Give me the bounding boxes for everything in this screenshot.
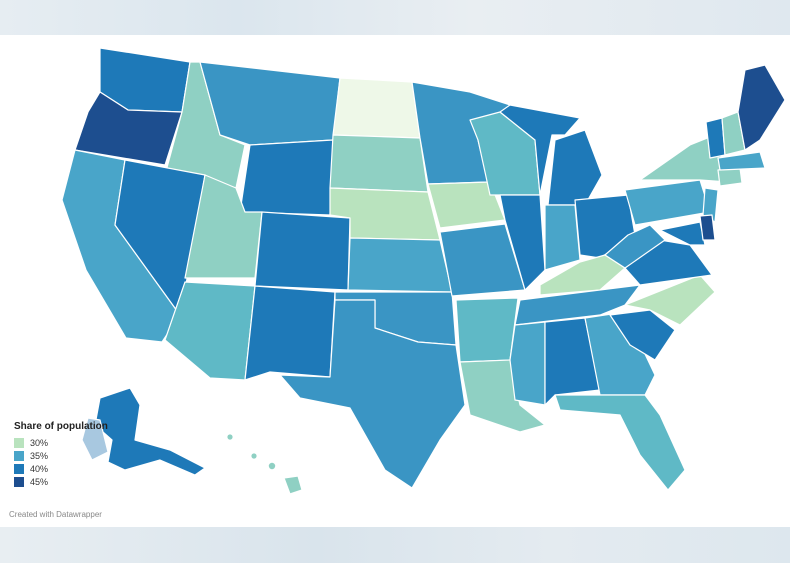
state-delaware[interactable] (699, 214, 716, 241)
legend-swatch-35 (14, 450, 24, 461)
state-south-carolina[interactable] (609, 309, 676, 361)
state-new-mexico[interactable] (244, 285, 336, 381)
state-kansas[interactable] (347, 237, 453, 293)
legend-label: 30% (30, 437, 49, 448)
state-oregon[interactable] (74, 91, 183, 166)
state-arkansas[interactable] (455, 297, 519, 363)
state-maryland[interactable] (659, 221, 706, 246)
state-wyoming[interactable] (239, 139, 334, 216)
state-hawaii-maui[interactable] (268, 462, 276, 470)
state-hawaii-oahu[interactable] (251, 453, 257, 459)
bottom-background-band (0, 527, 790, 563)
legend-swatch-40 (14, 463, 24, 474)
legend-item: 35% (14, 449, 108, 462)
state-michigan[interactable] (499, 104, 603, 206)
state-tennessee[interactable] (514, 284, 641, 326)
legend-label: 35% (30, 450, 49, 461)
state-massachusetts[interactable] (717, 151, 766, 171)
state-north-dakota[interactable] (332, 77, 421, 139)
state-alabama[interactable] (544, 317, 601, 406)
legend-item: 30% (14, 436, 108, 449)
legend-label: 45% (30, 476, 49, 487)
datawrapper-credit[interactable]: Created with Datawrapper (9, 510, 102, 519)
state-maine[interactable] (737, 64, 786, 151)
state-alaska[interactable] (94, 387, 206, 476)
state-florida[interactable] (554, 394, 686, 491)
state-north-carolina[interactable] (624, 274, 716, 326)
state-hawaii-big-island[interactable] (283, 475, 303, 495)
state-south-dakota[interactable] (329, 134, 429, 193)
state-texas[interactable] (279, 299, 466, 489)
state-pennsylvania[interactable] (624, 179, 711, 226)
top-background-band (0, 0, 790, 35)
state-indiana[interactable] (544, 204, 581, 271)
state-alaska-islands[interactable] (81, 417, 109, 461)
state-hawaii-kauai[interactable] (227, 434, 233, 440)
state-west-virginia[interactable] (604, 224, 666, 269)
state-montana[interactable] (199, 61, 341, 146)
legend-item: 45% (14, 475, 108, 488)
state-new-jersey[interactable] (702, 187, 719, 223)
legend-item: 40% (14, 462, 108, 475)
state-connecticut[interactable] (717, 167, 743, 187)
legend-title: Share of population (14, 421, 108, 432)
legend-swatch-30 (14, 437, 24, 448)
state-mississippi[interactable] (509, 321, 546, 406)
state-georgia[interactable] (584, 311, 656, 396)
legend-label: 40% (30, 463, 49, 474)
state-illinois[interactable] (499, 194, 546, 291)
state-arizona[interactable] (164, 281, 256, 381)
us-choropleth-map (61, 47, 786, 495)
state-colorado[interactable] (254, 211, 351, 291)
map-legend: Share of population 30% 35% 40% 45% (14, 421, 108, 488)
legend-swatch-45 (14, 476, 24, 487)
